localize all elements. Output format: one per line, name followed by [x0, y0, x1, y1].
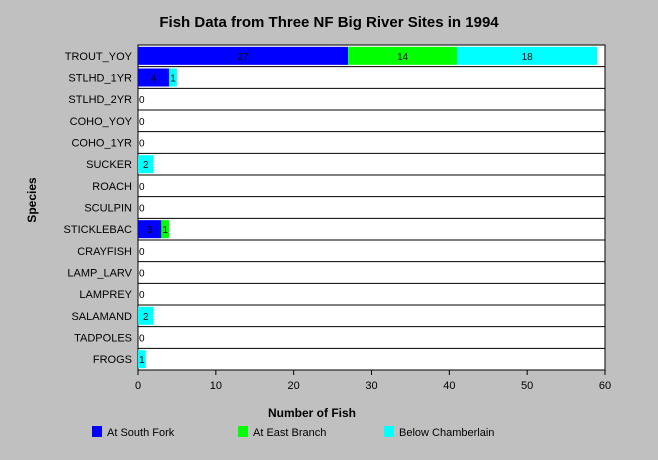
data-label: 0: [139, 334, 145, 345]
bar-segment: [138, 306, 154, 325]
bar-segment: [138, 220, 162, 239]
data-label: 3: [147, 225, 153, 236]
bar-segment: [457, 46, 598, 65]
x-tick-label: 20: [288, 380, 300, 392]
legend-label: At East Branch: [253, 427, 326, 439]
x-tick-label: 60: [599, 380, 611, 392]
legend: At South Fork At East Branch Below Chamber…: [92, 426, 494, 439]
legend-swatch: [92, 426, 102, 437]
legend-swatch: [384, 426, 394, 437]
legend-label: Below Chamberlain: [399, 427, 494, 439]
x-tick-label: 0: [135, 380, 141, 392]
data-label: 2: [143, 312, 149, 323]
x-tick-label: 30: [365, 380, 377, 392]
data-label: 27: [238, 52, 250, 63]
x-tick-label: 50: [521, 380, 533, 392]
data-label: 2: [143, 160, 149, 171]
data-label: 0: [139, 117, 145, 128]
category-label: STLHD_1YR: [68, 73, 132, 85]
x-axis-label: Number of Fish: [268, 406, 356, 420]
legend-swatch: [238, 426, 248, 437]
data-label: 0: [139, 139, 145, 150]
data-label: 0: [139, 95, 145, 106]
plot-area: [137, 44, 606, 371]
data-label: 0: [139, 269, 145, 280]
data-label: 4: [151, 74, 157, 85]
category-label: LAMP_LARV: [67, 268, 132, 280]
category-label: SUCKER: [86, 159, 132, 171]
category-separators: [138, 66, 605, 349]
category-label: TROUT_YOY: [65, 51, 133, 63]
bar-segment: [161, 220, 170, 239]
bar-segment: [169, 68, 177, 87]
category-label: CRAYFISH: [77, 246, 132, 258]
category-label: STICKLEBAC: [64, 224, 133, 236]
category-label: STLHD_2YR: [68, 94, 132, 106]
data-label: 1: [162, 225, 168, 236]
data-label: 0: [139, 247, 145, 258]
y-axis-label: Species: [25, 177, 39, 223]
bar-segment: [138, 155, 154, 174]
x-axis: 0 10 20 30 40 50 60: [135, 370, 611, 392]
category-label: SCULPIN: [84, 203, 132, 215]
bar-segment: [138, 350, 146, 369]
data-label: 0: [139, 182, 145, 193]
bars: [138, 46, 598, 369]
category-label: ROACH: [92, 181, 132, 193]
category-labels: TROUT_YOY STLHD_1YR STLHD_2YR COHO_YOY COHO_…: [64, 51, 133, 366]
category-label: COHO_1YR: [71, 138, 132, 150]
category-label: TADPOLES: [74, 333, 132, 345]
data-label: 0: [139, 204, 145, 215]
category-label: COHO_YOY: [70, 116, 133, 128]
category-label: SALAMAND: [71, 311, 132, 323]
category-label: LAMPREY: [79, 289, 132, 301]
data-label: 1: [139, 355, 145, 366]
data-label: 0: [139, 290, 145, 301]
bar-segment: [138, 46, 349, 65]
category-label: FROGS: [93, 354, 132, 366]
x-tick-label: 10: [210, 380, 222, 392]
chart-title: Fish Data from Three NF Big River Sites …: [159, 14, 499, 31]
data-label: 14: [397, 52, 409, 63]
bar-segment: [138, 68, 170, 87]
data-label: 1: [170, 74, 176, 85]
legend-label: At South Fork: [107, 427, 175, 439]
x-tick-label: 40: [443, 380, 455, 392]
bar-segment: [348, 46, 458, 65]
data-label: 18: [522, 52, 534, 63]
